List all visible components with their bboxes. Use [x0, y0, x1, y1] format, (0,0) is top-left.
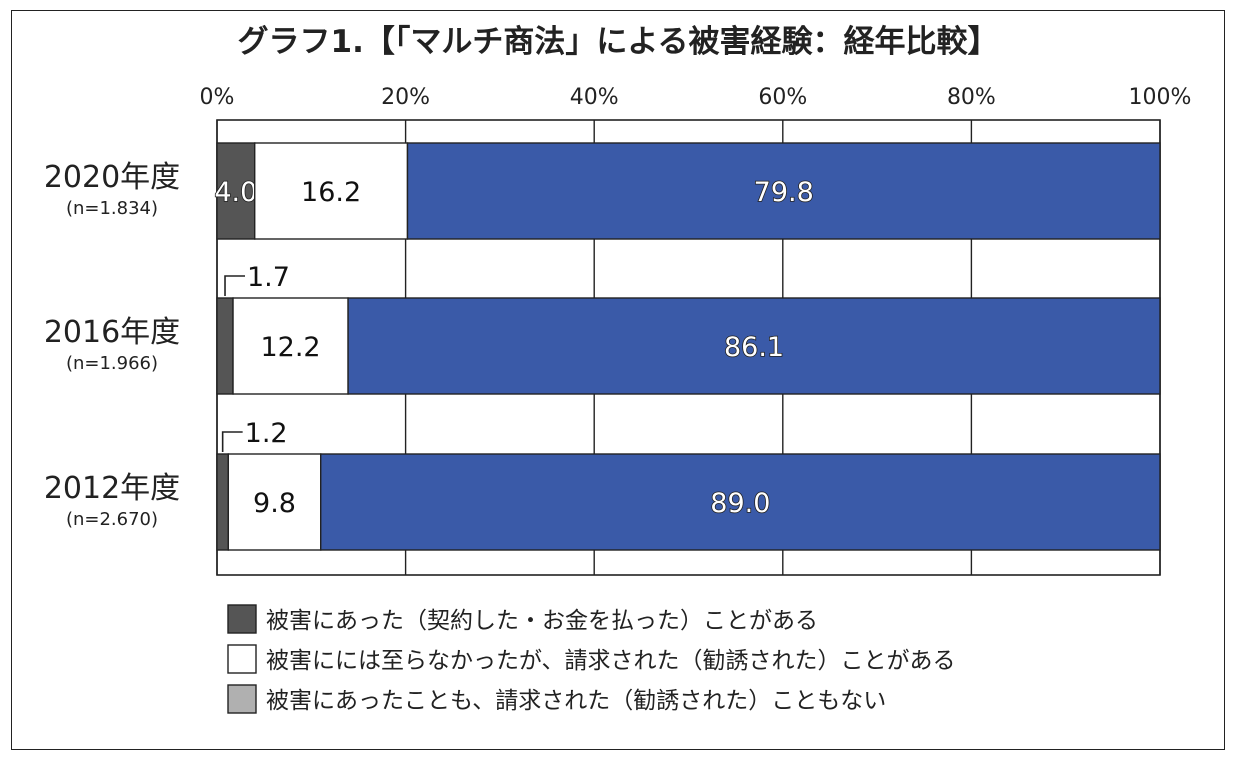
- bar-segment: [320, 453, 1161, 551]
- sample-size-label: (n=2.670): [66, 509, 158, 530]
- category-label: 2020年度: [44, 160, 180, 195]
- data-label: 4.0: [214, 177, 257, 208]
- leader-line: [224, 275, 246, 296]
- legend-label: 被害にには至らなかったが、請求された（勧誘された）ことがある: [266, 648, 956, 674]
- bar-segment: [216, 297, 234, 395]
- category-label: 2012年度: [44, 471, 180, 506]
- bar-segment: [347, 297, 1161, 395]
- tick-label: 100%: [1129, 85, 1192, 110]
- legend-label: 被害にあった（契約した・お金を払った）ことがある: [266, 608, 818, 634]
- tick-label: 20%: [381, 85, 430, 110]
- data-label: 12.2: [260, 332, 320, 363]
- legend-swatch: [227, 684, 257, 714]
- sample-size-label: (n=1.966): [66, 353, 158, 374]
- bar-segment: [216, 453, 230, 551]
- data-label: 79.8: [754, 177, 814, 208]
- data-label: 16.2: [301, 177, 361, 208]
- bar-segment: [232, 297, 349, 395]
- bar-segment: [254, 142, 409, 240]
- data-label: 1.2: [245, 418, 288, 449]
- tick-label: 40%: [570, 85, 619, 110]
- category-label: 2016年度: [44, 315, 180, 350]
- sample-size-label: (n=1.834): [66, 198, 158, 219]
- tick-label: 0%: [200, 85, 235, 110]
- legend-label: 被害にあったことも、請求された（勧誘された）こともない: [266, 688, 886, 714]
- data-label: 86.1: [724, 332, 784, 363]
- bar-segment: [227, 453, 322, 551]
- data-label: 89.0: [710, 488, 770, 519]
- leader-line: [221, 431, 243, 452]
- chart-title: グラフ1.【「マルチ商法」による被害経験：経年比較】: [238, 24, 999, 60]
- legend-swatch: [227, 604, 257, 634]
- data-label: 9.8: [253, 488, 296, 519]
- legend-swatch: [227, 644, 257, 674]
- bar-segment: [406, 142, 1161, 240]
- tick-label: 60%: [758, 85, 807, 110]
- data-label: 1.7: [247, 262, 290, 293]
- tick-label: 80%: [947, 85, 996, 110]
- bar-segment: [216, 142, 256, 240]
